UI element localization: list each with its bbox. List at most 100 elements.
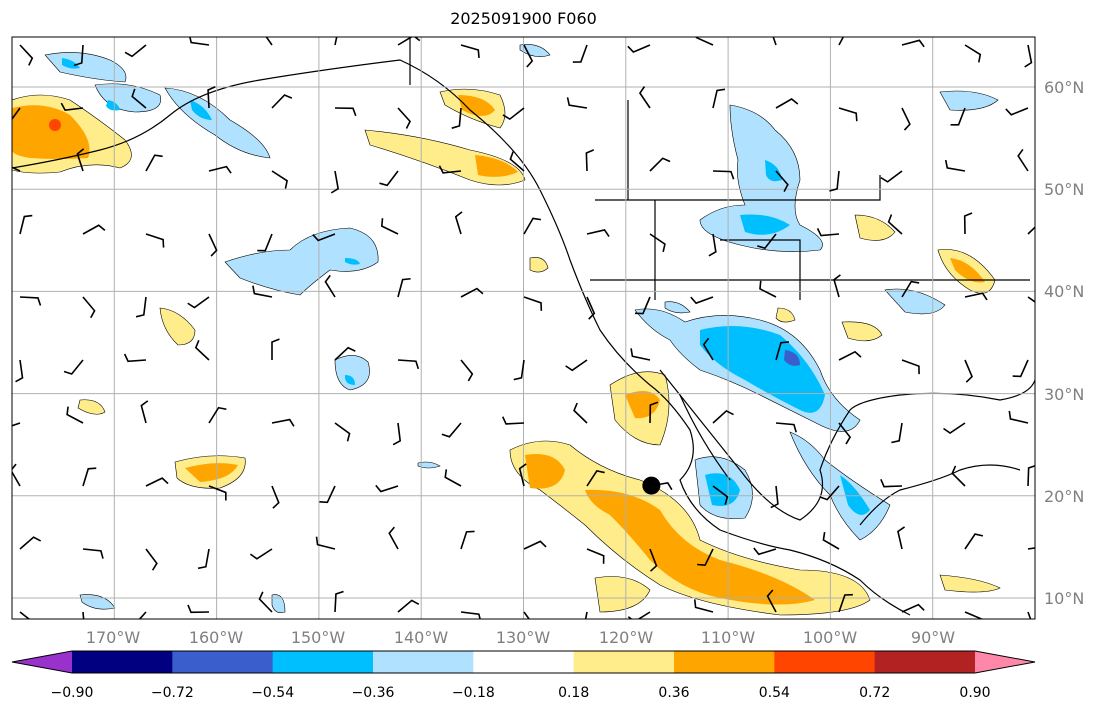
wind-barb bbox=[901, 603, 925, 613]
wind-barb bbox=[509, 151, 525, 172]
colorbar-segment bbox=[473, 651, 575, 673]
wind-barb bbox=[1008, 410, 1029, 424]
colorbar-outline bbox=[11, 650, 1036, 674]
wind-barb bbox=[649, 548, 658, 572]
wind-barb bbox=[1027, 547, 1035, 550]
lon-label: 170°W bbox=[86, 628, 141, 647]
wind-barb bbox=[649, 401, 659, 424]
wind-barbs bbox=[12, 37, 1035, 619]
wind-barb bbox=[586, 470, 605, 487]
wind-barb bbox=[60, 102, 84, 112]
wind-barb bbox=[712, 170, 735, 180]
wind-barb bbox=[627, 44, 651, 53]
wind-barb bbox=[1017, 148, 1029, 172]
wind-barb bbox=[334, 37, 338, 46]
wind-barb bbox=[438, 165, 462, 174]
colorbar-label: −0.54 bbox=[251, 685, 294, 701]
wind-barb bbox=[330, 170, 340, 194]
lat-label: 60°N bbox=[1044, 78, 1084, 97]
colorbar-label: −0.18 bbox=[452, 685, 495, 701]
wind-barb bbox=[392, 422, 402, 446]
wind-barb bbox=[880, 170, 903, 183]
wind-barb bbox=[770, 485, 779, 509]
wind-barb bbox=[454, 211, 463, 235]
longitude-labels: 170°W 160°W 150°W 140°W 130°W 120°W 110°… bbox=[86, 628, 955, 647]
colorbar-segment bbox=[774, 651, 876, 673]
wind-barb bbox=[271, 170, 288, 189]
wind-barb bbox=[265, 37, 273, 46]
colorbar-label: 0.54 bbox=[759, 685, 790, 701]
wind-barb bbox=[441, 422, 462, 438]
wind-barb bbox=[397, 599, 420, 613]
wind-barb bbox=[775, 170, 789, 193]
wind-barb bbox=[145, 233, 165, 248]
wind-barb bbox=[334, 590, 344, 613]
wind-barb bbox=[334, 107, 357, 117]
wind-barb bbox=[271, 338, 280, 360]
wind-barb bbox=[585, 149, 595, 172]
wind-barb bbox=[586, 229, 610, 238]
positive-contours-mid bbox=[12, 95, 985, 605]
wind-barb bbox=[964, 44, 982, 63]
wind-barb bbox=[753, 547, 777, 556]
wind-barb bbox=[523, 611, 531, 619]
wind-barb bbox=[252, 285, 273, 298]
wind-barb bbox=[838, 37, 845, 46]
wind-barb bbox=[951, 465, 966, 487]
wind-barb bbox=[379, 170, 399, 187]
wind-barb bbox=[1027, 611, 1032, 619]
wind-barb bbox=[397, 359, 420, 370]
wind-barb bbox=[1005, 107, 1029, 116]
wind-barb bbox=[838, 107, 858, 122]
wind-barb bbox=[690, 296, 714, 305]
wind-barb bbox=[380, 218, 399, 235]
wind-barb bbox=[573, 402, 588, 424]
wind-barb bbox=[502, 107, 525, 121]
wind-barb bbox=[63, 359, 84, 375]
lat-label: 20°N bbox=[1044, 487, 1084, 506]
wind-barb bbox=[572, 44, 588, 63]
colorbar-extend-min bbox=[12, 651, 72, 673]
wind-barb bbox=[15, 359, 24, 383]
wind-barb bbox=[334, 422, 351, 442]
colorbar bbox=[11, 650, 1036, 674]
colorbar-label: 0.36 bbox=[658, 685, 689, 701]
wind-barb bbox=[82, 467, 97, 487]
colorbar-segment bbox=[373, 651, 474, 673]
wind-barb bbox=[451, 107, 462, 129]
wind-barb bbox=[208, 485, 227, 501]
wind-barb bbox=[518, 463, 527, 487]
wind-barb bbox=[816, 228, 840, 237]
wind-barb bbox=[1027, 226, 1035, 235]
wind-barb bbox=[523, 540, 547, 550]
wind-barb bbox=[19, 536, 42, 550]
wind-barb bbox=[208, 233, 218, 257]
wind-barb bbox=[695, 37, 714, 46]
wind-barb bbox=[775, 341, 790, 361]
colorbar-label: −0.72 bbox=[151, 685, 194, 701]
wind-barb bbox=[1012, 359, 1029, 378]
wind-barb bbox=[388, 526, 399, 550]
wind-barb bbox=[822, 531, 840, 550]
wind-barb bbox=[145, 154, 163, 172]
wind-barb bbox=[19, 296, 42, 306]
wind-barb bbox=[901, 359, 920, 375]
lat-label: 30°N bbox=[1044, 385, 1084, 404]
wind-barb bbox=[194, 339, 210, 361]
wind-barb bbox=[460, 287, 484, 298]
wind-barb bbox=[963, 212, 973, 235]
wind-barb bbox=[838, 350, 862, 361]
wind-barb bbox=[708, 233, 717, 257]
wind-barb bbox=[1024, 44, 1033, 68]
lon-label: 120°W bbox=[599, 628, 654, 647]
colorbar-label: 0.90 bbox=[959, 685, 990, 701]
colorbar-label: −0.90 bbox=[51, 685, 94, 701]
wind-barb bbox=[444, 469, 462, 487]
wind-barb bbox=[19, 611, 31, 619]
wind-barb bbox=[964, 359, 973, 383]
wind-barb bbox=[693, 599, 714, 613]
wind-barb bbox=[82, 224, 106, 235]
wind-barb bbox=[249, 548, 273, 560]
wind-barb bbox=[76, 148, 85, 172]
